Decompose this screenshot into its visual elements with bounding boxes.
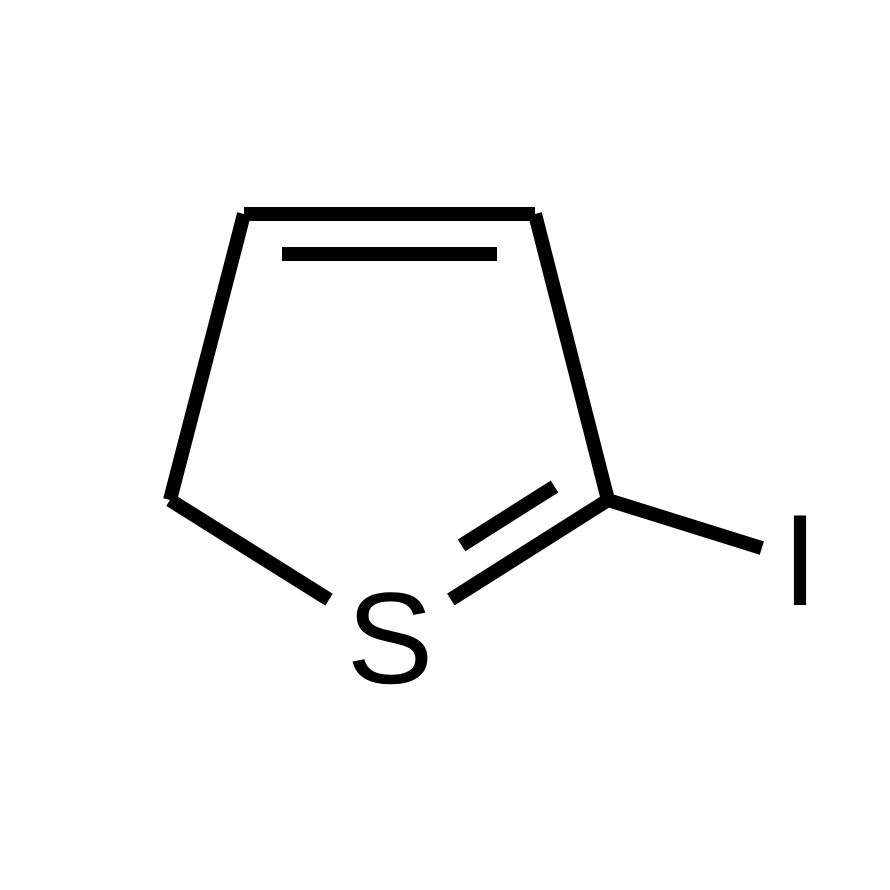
atom-label-s: S [347, 565, 434, 711]
molecule-diagram: SI [0, 0, 890, 890]
atom-label-i: I [782, 487, 818, 633]
